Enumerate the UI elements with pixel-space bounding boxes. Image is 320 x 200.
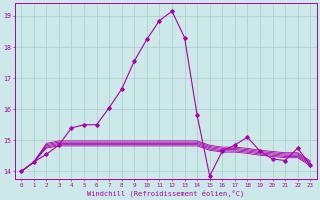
X-axis label: Windchill (Refroidissement éolien,°C): Windchill (Refroidissement éolien,°C) <box>87 189 244 197</box>
